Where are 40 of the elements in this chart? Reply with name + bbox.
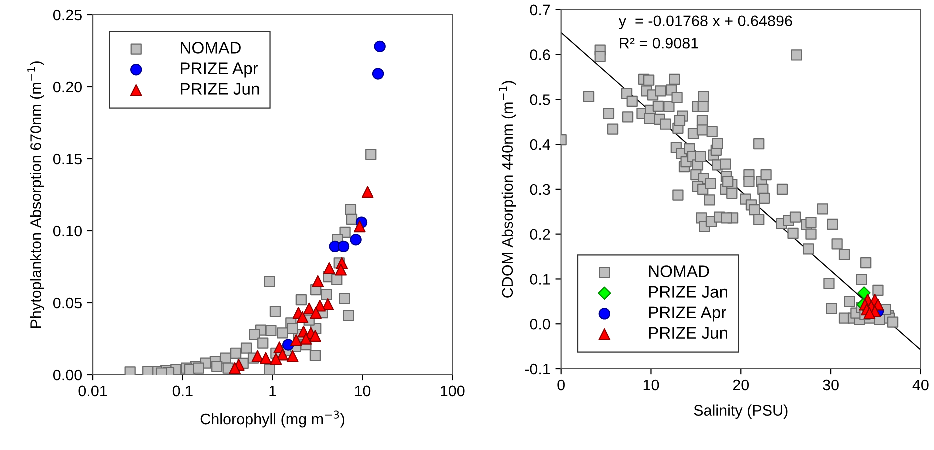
y-tick-label: 0.2 [530,229,550,240]
annotation: R² = 0.9081 [620,38,698,49]
x-tick-label: 0 [558,380,565,391]
legend-label: PRIZE Apr [649,306,726,322]
x-tick-label: 0.1 [172,386,193,397]
x-tick-label: 30 [823,380,839,391]
y-tick-label: 0.3 [530,184,550,196]
y-tick-label: -0.1 [525,364,550,375]
legend-label: PRIZE Jan [649,286,728,298]
legend-label: PRIZE Jun [181,83,260,95]
point [864,307,876,320]
legend-label: NOMAD [181,42,241,54]
y-tick-label: 0.4 [530,139,550,150]
point [858,286,871,300]
y-tick-label: 0.00 [53,370,82,381]
y-tick-label: 0.1 [530,274,550,285]
y-tick-label: 0.10 [53,226,82,237]
x-axis-title: Salinity (PSU) [694,404,788,420]
y-tick-label: 0.5 [530,94,550,106]
legend-label: PRIZE Apr [181,62,258,78]
y-tick-label: 0.6 [530,50,550,60]
legend-label: NOMAD [649,266,710,278]
x-tick-label: 40 [912,380,929,391]
x-tick-label: 10 [644,380,660,391]
y-tick-label: 0.0 [530,318,550,330]
y-axis-title: CDOM Absorption 440nm (m$^{−1}$) [499,81,516,298]
y-tick-label: 0.05 [53,298,82,309]
x-tick-label: 10 [355,386,371,397]
y-tick-label: 0.20 [53,82,82,93]
legend-label: PRIZE Jun [649,327,728,340]
annotation: y = -0.01768 x + 0.64896 [618,16,792,30]
y-axis-title: Phytoplankton Absorption 670nm (m$^{−1}$) [28,62,44,328]
y-tick-label: 0.25 [53,10,82,21]
x-tick-label: 100 [441,386,465,397]
y-tick-label: 0.7 [530,4,550,16]
x-tick-label: 1 [270,386,276,396]
x-axis-title: Chlorophyll (mg m$^{−3}$) [200,410,345,428]
x-tick-label: 0.01 [78,386,108,397]
y-tick-label: 0.15 [53,154,82,165]
x-tick-label: 20 [733,380,750,391]
